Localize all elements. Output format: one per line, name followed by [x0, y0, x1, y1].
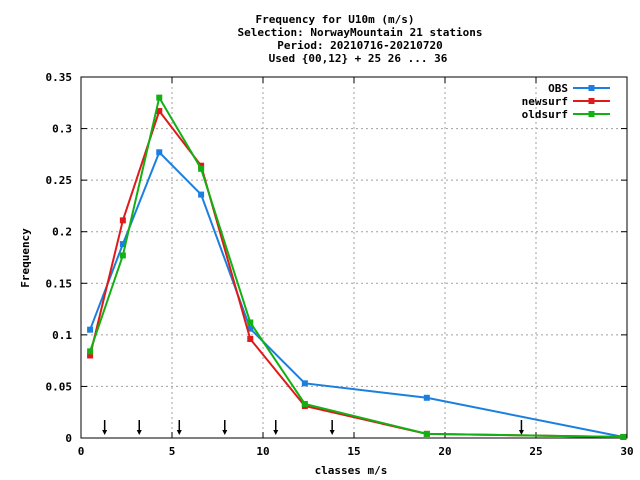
class-arrow-head	[102, 430, 108, 435]
legend-marker-newsurf	[588, 98, 595, 104]
series-line-newsurf	[89, 108, 624, 438]
data-point-oldsurf	[620, 433, 627, 440]
x-tick-label: 15	[347, 445, 360, 458]
chart-title: Frequency for U10m (m/s) Selection: Norw…	[237, 13, 482, 65]
title-line-1: Frequency for U10m (m/s)	[256, 13, 415, 26]
data-point-newsurf	[87, 352, 94, 359]
legend-label-newsurf: newsurf	[522, 95, 568, 108]
data-point-oldsurf	[198, 165, 205, 172]
data-point-OBS	[119, 241, 126, 248]
x-tick-label: 0	[78, 445, 85, 458]
data-point-newsurf	[247, 335, 254, 342]
y-tick-label: 0.25	[46, 174, 73, 187]
class-arrow-head	[136, 430, 142, 435]
class-arrow-head	[273, 430, 279, 435]
y-tick-label: 0.35	[46, 71, 73, 84]
data-point-OBS	[301, 380, 308, 387]
legend-label-oldsurf: oldsurf	[522, 108, 568, 121]
data-point-OBS	[247, 325, 254, 332]
axis-ticks: 0 0.05 0.1 0.15 0.2 0.25 0.3 0.35 0 5 10 15 20 25 30	[46, 71, 634, 458]
y-tick-label: 0.05	[46, 380, 73, 393]
x-axis-label: classes m/s	[315, 464, 388, 477]
series-lines	[87, 94, 627, 440]
class-arrow-head	[329, 430, 335, 435]
series-line-oldsurf	[89, 94, 624, 438]
x-tick-label: 20	[438, 445, 451, 458]
class-arrow-head	[222, 430, 228, 435]
data-point-oldsurf	[301, 400, 308, 407]
data-point-oldsurf	[87, 348, 94, 355]
title-line-3: Period: 20210716-20210720	[277, 39, 443, 52]
legend-marker-oldsurf	[588, 111, 595, 117]
data-point-oldsurf	[247, 319, 254, 326]
data-point-newsurf	[119, 217, 126, 224]
x-tick-label: 25	[529, 445, 542, 458]
data-point-OBS	[423, 394, 430, 401]
data-point-newsurf	[156, 108, 163, 115]
class-boundary-arrows	[102, 420, 524, 435]
y-tick-label: 0.2	[52, 226, 72, 239]
y-tick-label: 0.3	[52, 123, 72, 136]
title-line-4: Used {00,12} + 25 26 ... 36	[269, 52, 448, 65]
y-tick-label: 0	[65, 432, 72, 445]
data-point-newsurf	[198, 162, 205, 169]
data-point-oldsurf	[423, 430, 430, 437]
data-point-OBS	[198, 191, 205, 198]
class-arrow-head	[176, 430, 182, 435]
x-tick-label: 30	[620, 445, 633, 458]
title-line-2: Selection: NorwayMountain 21 stations	[237, 26, 482, 39]
data-point-oldsurf	[156, 94, 163, 101]
y-tick-label: 0.1	[52, 329, 72, 342]
legend-marker-OBS	[588, 85, 595, 91]
series-line-OBS	[89, 150, 624, 438]
x-tick-label: 10	[256, 445, 269, 458]
y-tick-label: 0.15	[46, 277, 73, 290]
grid	[81, 77, 627, 438]
data-point-OBS	[87, 326, 94, 333]
x-tick-label: 5	[169, 445, 176, 458]
legend-label-OBS: OBS	[548, 82, 568, 95]
data-point-OBS	[156, 149, 163, 156]
data-point-oldsurf	[119, 252, 126, 259]
class-arrow-head	[518, 430, 524, 435]
y-axis-label: Frequency	[19, 228, 32, 288]
